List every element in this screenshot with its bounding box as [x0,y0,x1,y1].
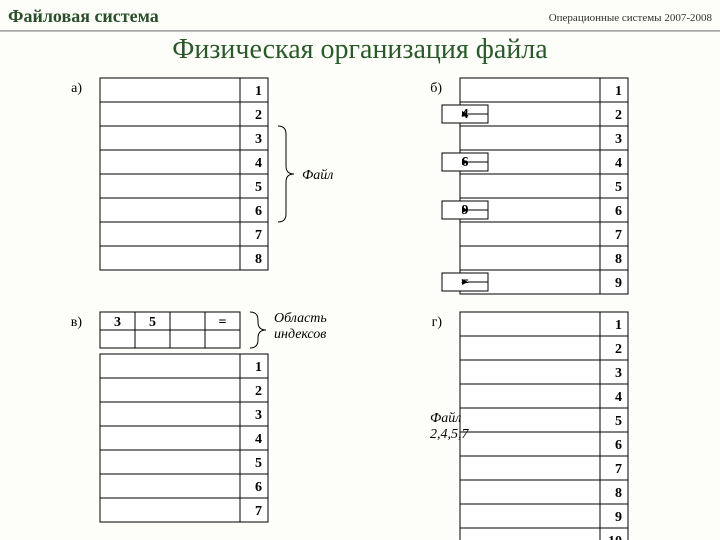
svg-text:7: 7 [615,462,622,477]
svg-text:1: 1 [615,84,622,99]
svg-text:3: 3 [615,366,622,381]
svg-text:4: 4 [255,432,262,447]
header-right: Операционные системы 2007-2008 [549,12,712,24]
page-title: Физическая организация файла [0,34,720,66]
svg-text:7: 7 [255,228,262,243]
svg-text:1: 1 [255,360,262,375]
svg-text:3: 3 [255,132,262,147]
svg-text:в): в) [71,315,83,330]
svg-text:3: 3 [615,132,622,147]
header-left: Файловая система [8,6,159,27]
svg-text:г): г) [432,315,443,330]
svg-text:а): а) [71,81,82,96]
svg-text:5: 5 [149,315,156,330]
svg-text:1: 1 [615,318,622,333]
svg-text:индексов: индексов [274,327,326,342]
svg-text:5: 5 [615,414,622,429]
svg-text:6: 6 [615,438,622,453]
svg-text:б): б) [430,81,442,96]
svg-text:5: 5 [255,456,262,471]
svg-text:2,4,5,7: 2,4,5,7 [430,427,470,442]
svg-text:9: 9 [615,510,622,525]
svg-text:6: 6 [255,204,262,219]
svg-text:3: 3 [255,408,262,423]
svg-text:8: 8 [615,486,622,501]
svg-text:5: 5 [255,180,262,195]
svg-text:2: 2 [255,384,262,399]
svg-text:Файл: Файл [302,168,333,183]
svg-text:4: 4 [615,156,622,171]
svg-text:10: 10 [608,534,622,540]
diagram-canvas: а)12345678Файлб)123456789469=в)35=Област… [0,72,720,540]
svg-text:1: 1 [255,84,262,99]
svg-text:5: 5 [615,180,622,195]
svg-text:Область: Область [274,311,327,326]
svg-text:=: = [219,315,227,330]
svg-text:2: 2 [255,108,262,123]
svg-text:2: 2 [615,108,622,123]
svg-text:4: 4 [615,390,622,405]
svg-text:7: 7 [255,504,262,519]
svg-text:6: 6 [255,480,262,495]
svg-text:Файл: Файл [430,411,461,426]
svg-text:6: 6 [615,204,622,219]
svg-text:8: 8 [615,252,622,267]
header-rule [0,30,720,32]
svg-text:7: 7 [615,228,622,243]
svg-text:9: 9 [615,276,622,291]
svg-text:3: 3 [114,315,121,330]
svg-text:2: 2 [615,342,622,357]
svg-text:4: 4 [255,156,262,171]
svg-text:8: 8 [255,252,262,267]
